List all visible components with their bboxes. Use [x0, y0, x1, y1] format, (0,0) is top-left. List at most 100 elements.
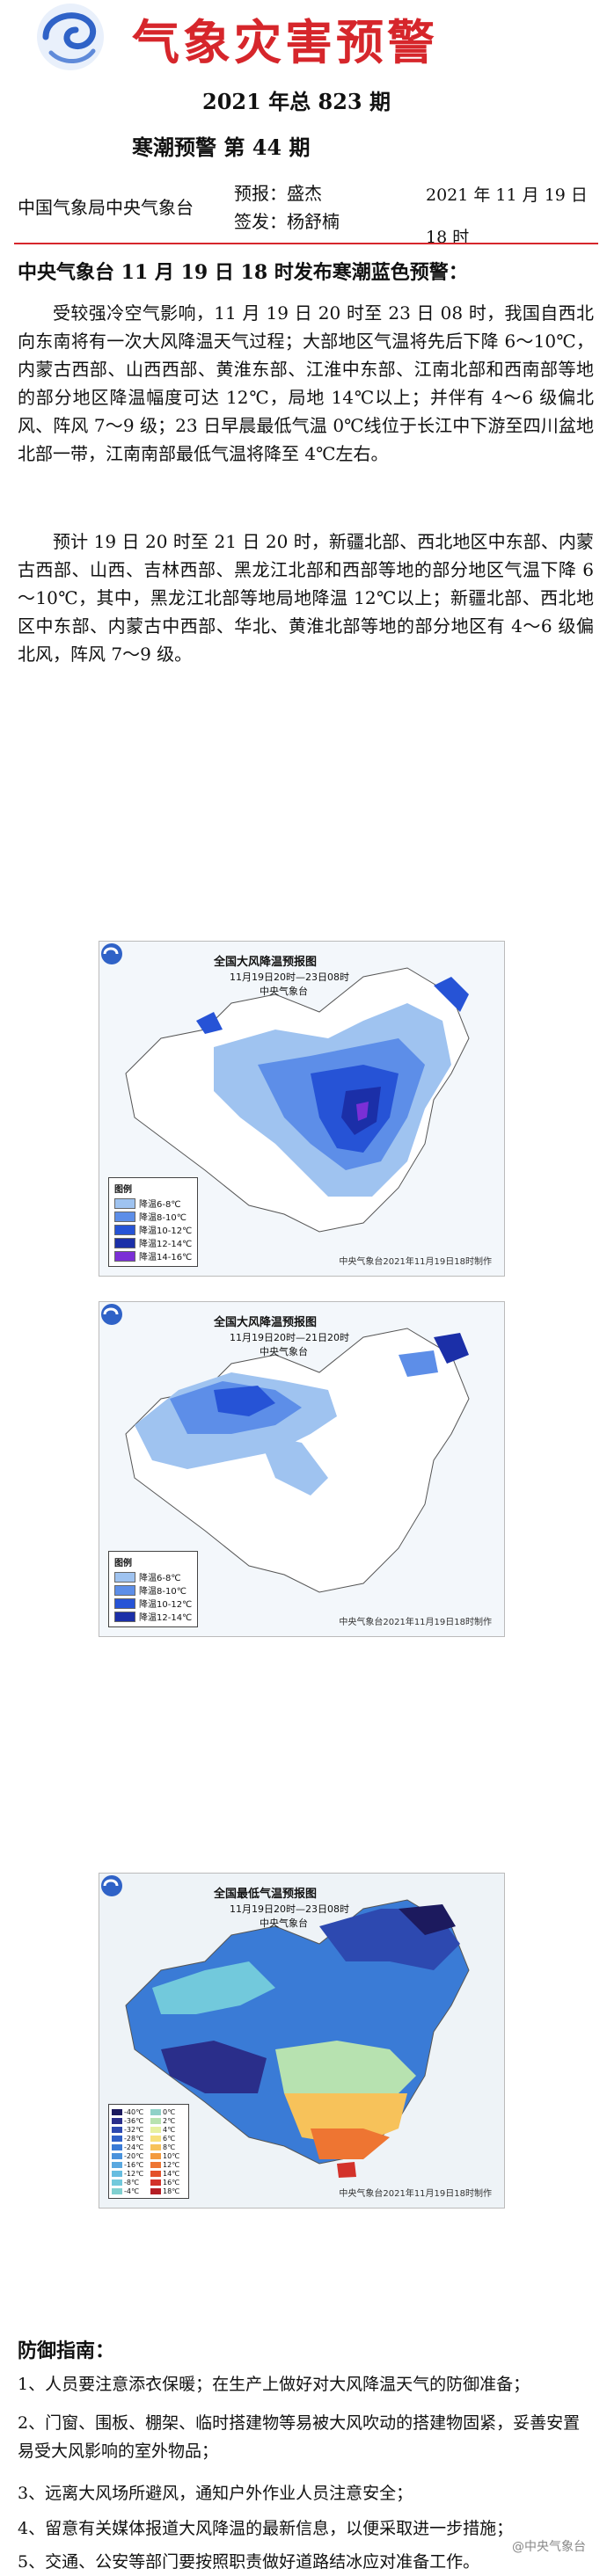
- legend-label: 4℃: [163, 2125, 176, 2134]
- page-title: 气象灾害预警: [132, 15, 438, 70]
- legend-item: 16℃: [150, 2178, 186, 2187]
- legend-swatch: [112, 2161, 122, 2168]
- guide-item-4: 4、留意有关媒体报道大风降温的最新信息，以便采取进一步措施；: [18, 2519, 514, 2538]
- legend-swatch: [112, 2179, 122, 2186]
- legend-swatch: [150, 2152, 161, 2159]
- legend-title: 图例: [114, 1185, 132, 1195]
- swirl-logo-icon: [37, 4, 104, 70]
- legend-swatch: [114, 1597, 135, 1609]
- legend-swatch: [150, 2117, 161, 2124]
- legend-item: 6℃: [150, 2134, 186, 2143]
- weibo-watermark: @中央气象台: [512, 2540, 586, 2554]
- legend-label: 6℃: [163, 2134, 176, 2143]
- legend-item: -28℃: [112, 2134, 147, 2143]
- legend-item: -40℃: [112, 2107, 147, 2116]
- legend-swatch: [150, 2108, 161, 2115]
- forecaster-label: 预报：: [234, 183, 287, 204]
- legend-item: 0℃: [150, 2107, 186, 2116]
- map-1-stamp: 中央气象台2021年11月19日18时制作: [339, 1257, 492, 1267]
- legend-label: 降温8-10℃: [139, 1213, 186, 1223]
- legend-label: -24℃: [124, 2143, 144, 2151]
- legend-item: 降温8-10℃: [114, 1210, 192, 1223]
- legend-label: -36℃: [124, 2116, 144, 2125]
- legend-item: 降温6-8℃: [114, 1570, 192, 1583]
- map-2-legend: 图例 降温6-8℃ 降温8-10℃ 降温10-12℃ 降温12-14℃: [108, 1551, 199, 1627]
- map-3-subtitle: 11月19日20时—23日08时: [230, 1903, 349, 1915]
- map-2-org: 中央气象台: [260, 1346, 308, 1357]
- legend-swatch: [112, 2126, 122, 2133]
- legend-item: -20℃: [112, 2151, 147, 2160]
- map-1-subtitle: 11月19日20时—23日08时: [230, 971, 349, 983]
- legend-item: -16℃: [112, 2160, 147, 2169]
- legend-swatch: [112, 2187, 122, 2194]
- min-temp-forecast-map: 全国最低气温预报图 11月19日20时—23日08时 中央气象台 中央气象台20…: [99, 1873, 505, 2209]
- legend-label: -40℃: [124, 2107, 144, 2116]
- legend-label: -8℃: [124, 2178, 139, 2187]
- legend-swatch: [150, 2143, 161, 2150]
- legend-item: -12℃: [112, 2169, 147, 2178]
- legend-label: 2℃: [163, 2116, 176, 2125]
- map-2-graphic: [125, 1328, 470, 1593]
- legend-swatch: [112, 2117, 122, 2124]
- legend-item: 8℃: [150, 2143, 186, 2151]
- legend-swatch: [114, 1211, 135, 1222]
- legend-item: 2℃: [150, 2116, 186, 2125]
- map-1-title: 全国大风降温预报图: [214, 956, 318, 969]
- legend-label: 降温8-10℃: [139, 1587, 186, 1597]
- legend-item: 12℃: [150, 2160, 186, 2169]
- map-3-legend: -40℃ 0℃ -36℃ 2℃ -32℃ 4℃ -28℃ 6℃ -24℃ 8℃ -20℃ 10℃ -16…: [108, 2104, 189, 2199]
- legend-label: -16℃: [124, 2160, 144, 2169]
- legend-item: 降温12-14℃: [114, 1610, 192, 1623]
- signer-line: 签发：杨舒楠: [234, 207, 340, 233]
- legend-item: 10℃: [150, 2151, 186, 2160]
- legend-item: 降温14-16℃: [114, 1249, 192, 1263]
- map-1-legend: 图例 降温6-8℃ 降温8-10℃ 降温10-12℃ 降温12-14℃ 降温14…: [108, 1177, 199, 1267]
- forecaster-names: 盛杰: [287, 183, 322, 204]
- legend-swatch: [150, 2126, 161, 2133]
- legend-swatch: [114, 1224, 135, 1235]
- legend-label: 降温6-8℃: [139, 1200, 181, 1210]
- issue-number: 2021 年总 823 期: [202, 89, 391, 114]
- legend-item: -24℃: [112, 2143, 147, 2151]
- map-2-stamp: 中央气象台2021年11月19日18时制作: [339, 1618, 492, 1627]
- legend-label: 降温10-12℃: [139, 1226, 193, 1236]
- guide-title: 防御指南：: [18, 2340, 115, 2362]
- legend-item: 降温12-14℃: [114, 1236, 192, 1249]
- guide-item-5: 5、交通、公安等部门要按照职责做好道路结冰应对准备工作。: [18, 2552, 480, 2572]
- legend-swatch: [112, 2152, 122, 2159]
- legend-item: 14℃: [150, 2169, 186, 2178]
- legend-label: 8℃: [163, 2143, 176, 2151]
- cooling-forecast-map-1: 全国大风降温预报图 11月19日20时—23日08时 中央气象台 中央气象台20…: [99, 941, 505, 1277]
- map-3-graphic: [99, 1874, 504, 2208]
- legend-item: -8℃: [112, 2178, 147, 2187]
- legend-label: 降温10-12℃: [139, 1600, 193, 1610]
- legend-label: -4℃: [124, 2187, 139, 2195]
- cooling-forecast-map-2: 全国大风降温预报图 11月19日20时—21日20时 中央气象台 中央气象台20…: [99, 1301, 505, 1637]
- legend-swatch: [114, 1584, 135, 1596]
- legend-item: 18℃: [150, 2187, 186, 2195]
- signer-name: 杨舒楠: [287, 211, 340, 232]
- legend-label: 14℃: [163, 2169, 180, 2178]
- legend-swatch: [114, 1571, 135, 1583]
- legend-swatch: [150, 2187, 161, 2194]
- guide-item-2: 2、门窗、围板、棚架、临时搭建物等易被大风吹动的搭建物固紧，妥善安置易受大风影响…: [18, 2413, 581, 2461]
- legend-label: -20℃: [124, 2151, 144, 2160]
- legend-swatch: [150, 2135, 161, 2142]
- legend-swatch: [112, 2143, 122, 2150]
- map-2-title: 全国大风降温预报图: [214, 1316, 318, 1329]
- cma-logo-icon: [101, 943, 122, 964]
- paragraph-2: 预计 19 日 20 时至 21 日 20 时，新疆北部、西北地区中东部、内蒙古…: [18, 531, 594, 665]
- guide-item-1: 1、人员要注意添衣保暖；在生产上做好对大风降温天气的防御准备；: [18, 2375, 530, 2394]
- legend-label: -12℃: [124, 2169, 144, 2178]
- legend-item: 降温8-10℃: [114, 1583, 192, 1597]
- legend-swatch: [150, 2170, 161, 2177]
- legend-item: -36℃: [112, 2116, 147, 2125]
- legend-label: 10℃: [163, 2151, 180, 2160]
- legend-swatch: [150, 2161, 161, 2168]
- guide-item-3: 3、远离大风场所避风，通知户外作业人员注意安全；: [18, 2484, 413, 2503]
- forecaster-line: 预报：盛杰: [234, 179, 322, 205]
- paragraph-1: 受较强冷空气影响，11 月 19 日 20 时至 23 日 08 时，我国自西北…: [18, 302, 594, 464]
- legend-label: 0℃: [163, 2107, 176, 2116]
- legend-item: -32℃: [112, 2125, 147, 2134]
- issue-datetime: 2021 年 11 月 19 日 18 时: [426, 186, 588, 247]
